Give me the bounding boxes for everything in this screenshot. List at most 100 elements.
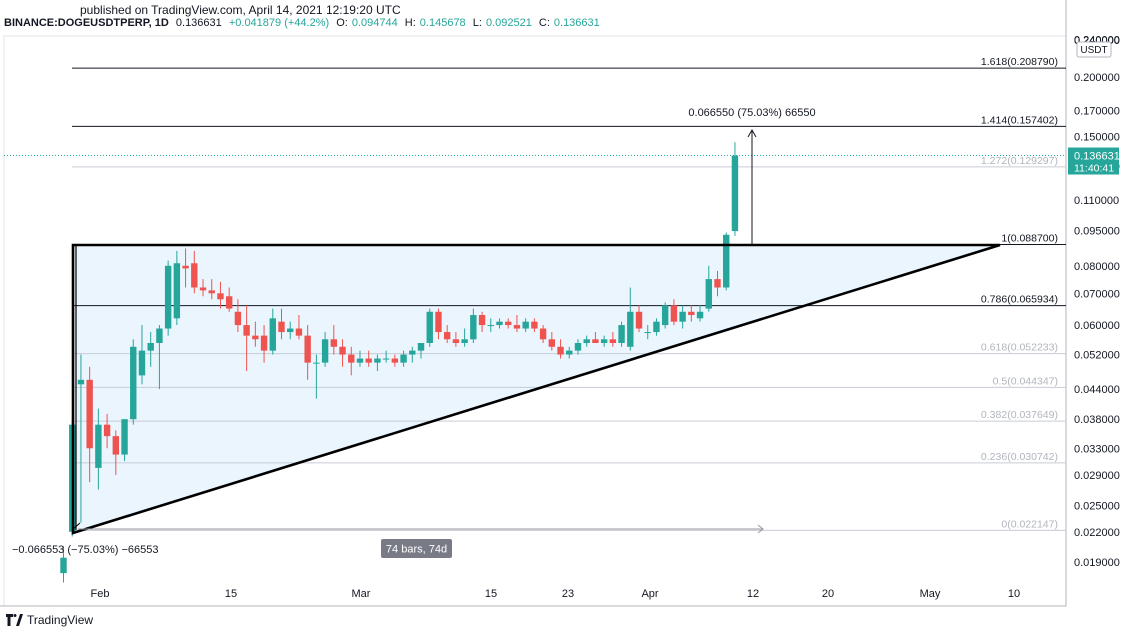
price-axis-tick: 0.060000: [1074, 320, 1120, 332]
price-axis-tick: 0.044000: [1074, 384, 1120, 396]
price-axis-tick: 0.095000: [1074, 225, 1120, 237]
candle-body: [644, 332, 651, 334]
candle-body: [112, 436, 120, 455]
candle-body: [487, 325, 494, 327]
candle-body: [147, 342, 154, 351]
candle-body: [609, 339, 617, 343]
low-value: 0.092521: [485, 17, 532, 29]
time-axis-tick: Feb: [91, 588, 110, 600]
fib-level-label: 0.236(0.030742): [981, 451, 1058, 463]
candle-body: [600, 339, 608, 343]
candle-body: [688, 311, 695, 316]
price-axis-tick: 0.150000: [1074, 131, 1120, 143]
price-axis-tick: 0.070000: [1074, 288, 1120, 300]
currency-label: USDT: [1080, 45, 1107, 56]
fib-level-label: 0.786(0.065934): [981, 294, 1058, 306]
candle-body: [269, 318, 276, 351]
candle-body: [470, 315, 477, 340]
price-axis-tick: 0.038000: [1074, 414, 1120, 426]
candle-body: [522, 321, 529, 329]
measure-up-label: 0.066550 (75.03%) 66550: [688, 107, 815, 119]
candle-body: [391, 358, 399, 363]
candle-body: [260, 335, 268, 351]
candle-body: [86, 379, 93, 449]
time-axis-tick: 23: [562, 588, 574, 600]
fib-level-label: 0(0.022147): [1001, 518, 1058, 530]
fib-level-label: 1(0.088700): [1001, 233, 1058, 245]
candle-body: [696, 311, 704, 319]
fib-level-label: 0.382(0.037649): [981, 409, 1058, 421]
last-price: 0.136631: [175, 17, 222, 29]
close-value: 0.136631: [553, 17, 600, 29]
close-label: C:: [538, 17, 550, 29]
candle-body: [627, 311, 634, 347]
candle-body: [374, 358, 381, 363]
time-axis-tick: 15: [485, 588, 497, 600]
candle-body: [121, 419, 128, 455]
open-value: 0.094744: [351, 17, 398, 29]
bars-range-box: [381, 539, 452, 558]
price-axis-tick: 0.052000: [1074, 350, 1120, 362]
candle-body: [557, 346, 564, 355]
candle-body: [382, 358, 390, 360]
price-chart[interactable]: 1.618(0.208790) 1.414(0.157402) 1.272(0.12…: [0, 0, 1128, 610]
candle-body: [618, 325, 625, 343]
brand[interactable]: TradingView: [6, 613, 93, 627]
candle-body: [304, 335, 311, 363]
candle-body: [592, 339, 599, 343]
candle-body: [60, 557, 67, 574]
time-axis-tick: 12: [747, 588, 759, 600]
price-change: +0.041879 (+44.2%): [228, 17, 330, 29]
candle-body: [191, 263, 198, 288]
candle-body: [130, 346, 137, 420]
candle-body: [217, 293, 224, 300]
currency-badge: [1076, 41, 1112, 58]
candle-body: [583, 339, 590, 343]
measure-down-label: −0.066553 (−75.03%) −66553: [12, 544, 159, 556]
fib-level-label: 1.618(0.208790): [981, 56, 1058, 68]
candle-body: [452, 339, 460, 343]
time-axis-tick: 15: [225, 588, 237, 600]
price-axis-tick: 0.200000: [1074, 72, 1120, 84]
candle-body: [208, 290, 215, 294]
time-axis-tick: 10: [1008, 588, 1020, 600]
candle-body: [252, 335, 259, 340]
price-axis-tick: 0.025000: [1074, 500, 1120, 512]
fib-level-label: 0.618(0.052233): [981, 342, 1058, 354]
candle-body: [461, 339, 468, 343]
price-axis-tick: 0.110000: [1074, 195, 1119, 207]
candle-body: [330, 339, 338, 347]
candle-body: [409, 350, 416, 355]
candle-body: [339, 346, 346, 355]
candle-body: [566, 350, 573, 355]
candle-body: [103, 424, 111, 437]
candle-body: [321, 339, 329, 363]
candle-body: [635, 311, 643, 329]
candle-body: [426, 311, 433, 343]
candle-body: [138, 350, 146, 376]
candle-body: [348, 354, 355, 363]
candle-body: [199, 287, 207, 291]
fib-level-label: 0.5(0.044347): [993, 375, 1058, 387]
open-label: O:: [336, 17, 348, 29]
candle-body: [513, 325, 521, 329]
candle-body: [95, 424, 102, 468]
candle-body: [173, 263, 181, 319]
symbol-name[interactable]: BINANCE:DOGEUSDTPERP, 1D: [4, 17, 169, 29]
candle-body: [243, 325, 250, 336]
candle-body: [539, 328, 547, 340]
candle-body: [714, 279, 721, 288]
date-range-arrow: [757, 524, 764, 534]
candle-body: [496, 321, 503, 326]
candle-body: [77, 379, 85, 385]
candle-body: [365, 358, 372, 363]
candle-body: [731, 155, 739, 232]
candle-body: [661, 305, 669, 326]
price-axis-tick: 0.033000: [1074, 443, 1120, 455]
candle-body: [653, 321, 660, 333]
candle-body: [164, 265, 172, 329]
candle-body: [505, 321, 512, 326]
candle-body: [435, 311, 442, 333]
price-axis-tick: 0.170000: [1074, 105, 1120, 117]
published-note: published on TradingView.com, April 14, …: [80, 3, 401, 17]
